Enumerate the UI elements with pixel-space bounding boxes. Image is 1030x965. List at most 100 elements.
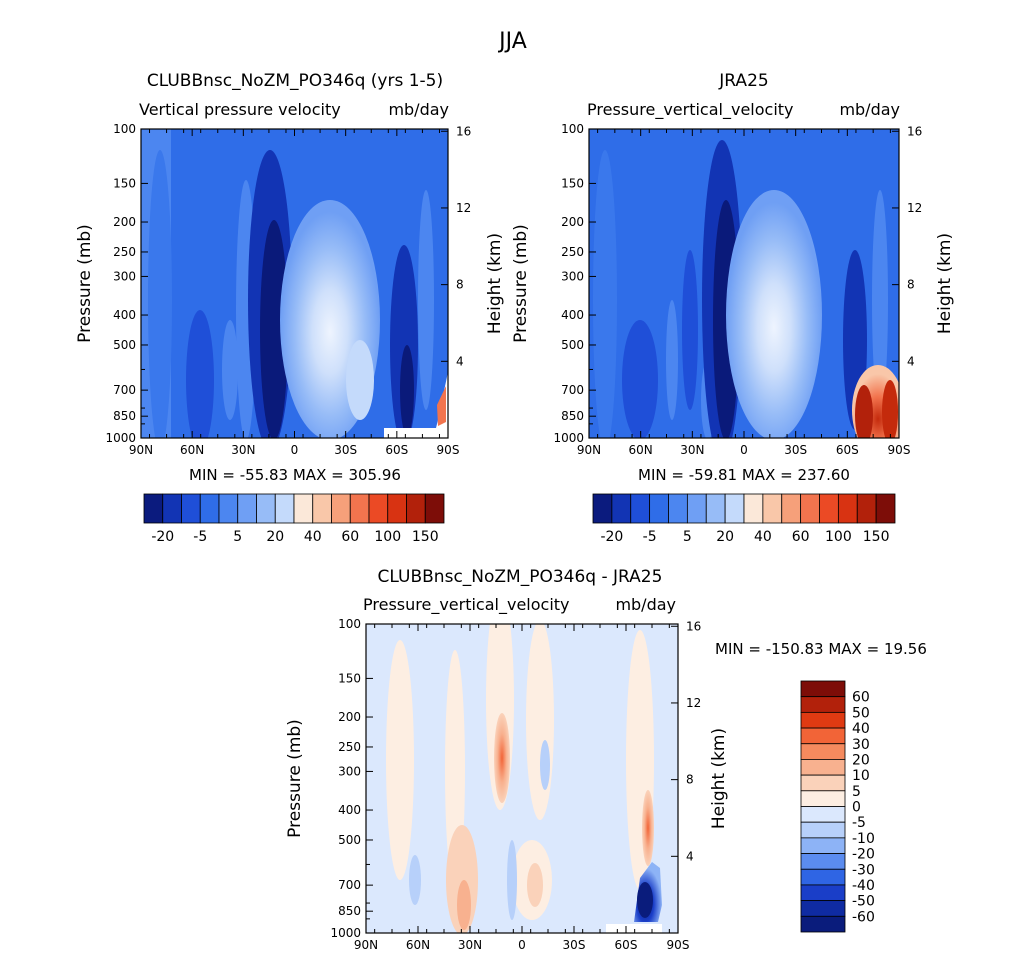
panel-2-units: mb/day <box>839 100 900 119</box>
x-tick-label: 30N <box>680 443 704 457</box>
colorbar-swatch <box>218 493 239 524</box>
colorbar-swatch <box>274 493 295 524</box>
x-tick-label: 90S <box>888 443 911 457</box>
colorbar-swatch <box>800 759 846 776</box>
colorbar-swatch <box>705 493 726 524</box>
x-tick-label: 30S <box>784 443 807 457</box>
x-tick-label: 30N <box>231 443 255 457</box>
panel-2-title: JRA25 <box>718 71 768 91</box>
y-tick-label: 250 <box>561 245 584 259</box>
colorbar-swatch <box>800 915 846 933</box>
colorbar-swatch <box>800 868 846 886</box>
colorbar-swatch <box>724 493 745 524</box>
y-tick-label: 200 <box>338 710 361 724</box>
colorbar-swatch <box>800 743 846 760</box>
height-tick-label: 12 <box>907 201 922 215</box>
height-tick-label: 16 <box>686 619 701 633</box>
colorbar-label: -20 <box>600 529 623 545</box>
panel-1-units: mb/day <box>388 100 449 119</box>
y-tick-label: 500 <box>338 833 361 847</box>
colorbar-label: 20 <box>716 529 734 545</box>
colorbar-swatch <box>856 493 877 524</box>
colorbar-label: 0 <box>852 800 861 816</box>
x-tick-label: 60N <box>180 443 204 457</box>
x-tick-label: 0 <box>518 938 526 952</box>
y-tick-label: 850 <box>338 904 361 918</box>
height-tick-label: 4 <box>456 354 464 368</box>
figure-title: JJA <box>497 29 527 54</box>
y-tick-label: 700 <box>338 878 361 892</box>
colorbar-swatch <box>762 493 783 524</box>
colorbar-swatch <box>800 853 846 870</box>
colorbar-label: 30 <box>852 737 870 753</box>
colorbar-label: -5 <box>193 529 207 545</box>
colorbar-swatch <box>668 493 688 524</box>
colorbar-swatch <box>349 493 370 524</box>
colorbar-label: -30 <box>852 862 875 878</box>
colorbar-swatch <box>800 837 846 854</box>
colorbar-panel-2: -20 -5 5 20 40 60 100 150 <box>592 493 896 545</box>
x-tick-label: 60N <box>406 938 430 952</box>
colorbar-label: 100 <box>825 529 852 545</box>
x-tick-label: 90N <box>354 938 378 952</box>
colorbar-swatch <box>800 884 846 902</box>
y-tick-label: 100 <box>338 617 361 631</box>
x-tick-label: 30N <box>458 938 482 952</box>
y-tick-label: 300 <box>338 764 361 778</box>
colorbar-label: -20 <box>151 529 174 545</box>
height-tick-label: 12 <box>456 201 471 215</box>
x-tick-label: 30S <box>563 938 586 952</box>
height-tick-label: 8 <box>456 278 464 292</box>
colorbar-label: 40 <box>852 721 870 737</box>
y-axis-label: Pressure (mb) <box>511 224 531 343</box>
panel-3-units: mb/day <box>615 595 676 614</box>
colorbar-swatch <box>743 493 764 524</box>
y-tick-label: 850 <box>113 409 136 423</box>
y-tick-label: 700 <box>561 383 584 397</box>
panel-reanalysis: JRA25 Pressure_vertical_velocity mb/day … <box>511 71 955 484</box>
x-tick-label: 60N <box>629 443 653 457</box>
colorbar-swatch <box>800 727 846 745</box>
colorbar-swatch <box>819 493 839 524</box>
colorbar-label: 5 <box>852 784 861 800</box>
x-tick-label: 0 <box>291 443 299 457</box>
colorbar-swatch <box>875 493 896 524</box>
colorbar-label: -5 <box>643 529 657 545</box>
height-tick-label: 4 <box>686 849 694 863</box>
colorbar-label: 50 <box>852 705 870 721</box>
y-axis-label: Pressure (mb) <box>285 719 305 838</box>
colorbar-label: 100 <box>374 529 401 545</box>
y-tick-label: 500 <box>561 338 584 352</box>
height-tick-label: 4 <box>907 354 915 368</box>
colorbar-swatch <box>800 790 846 807</box>
colorbar-swatch <box>293 493 314 524</box>
panel-1-min-max: MIN = -55.83 MAX = 305.96 <box>189 466 401 484</box>
colorbar-label: 60 <box>852 690 870 706</box>
y-tick-label: 400 <box>561 308 584 322</box>
colorbar-swatch <box>649 493 669 524</box>
colorbar-panel-1: -20 -5 5 20 40 60 100 150 <box>143 493 445 545</box>
colorbar-swatch <box>424 493 445 524</box>
y-tick-label: 1000 <box>105 431 136 445</box>
x-tick-label: 60S <box>615 938 638 952</box>
panel-2-contour-field <box>589 129 899 438</box>
colorbar-swatch <box>630 493 651 524</box>
height-axis-label: Height (km) <box>485 233 505 334</box>
height-tick-label: 16 <box>907 124 922 138</box>
colorbar-swatch <box>800 774 846 792</box>
y-tick-label: 400 <box>338 803 361 817</box>
height-axis-label: Height (km) <box>935 233 955 334</box>
y-tick-label: 1000 <box>330 926 361 940</box>
panel-2-variable: Pressure_vertical_velocity <box>587 100 794 120</box>
colorbar-label: 60 <box>792 529 810 545</box>
colorbar-swatch <box>312 493 332 524</box>
colorbar-label: 20 <box>266 529 284 545</box>
colorbar-label: -60 <box>852 909 875 925</box>
y-tick-label: 200 <box>561 215 584 229</box>
colorbar-swatch <box>387 493 407 524</box>
colorbar-label: -50 <box>852 894 875 910</box>
height-tick-label: 16 <box>456 124 471 138</box>
colorbar-label: 10 <box>852 768 870 784</box>
x-tick-label: 90S <box>437 443 460 457</box>
